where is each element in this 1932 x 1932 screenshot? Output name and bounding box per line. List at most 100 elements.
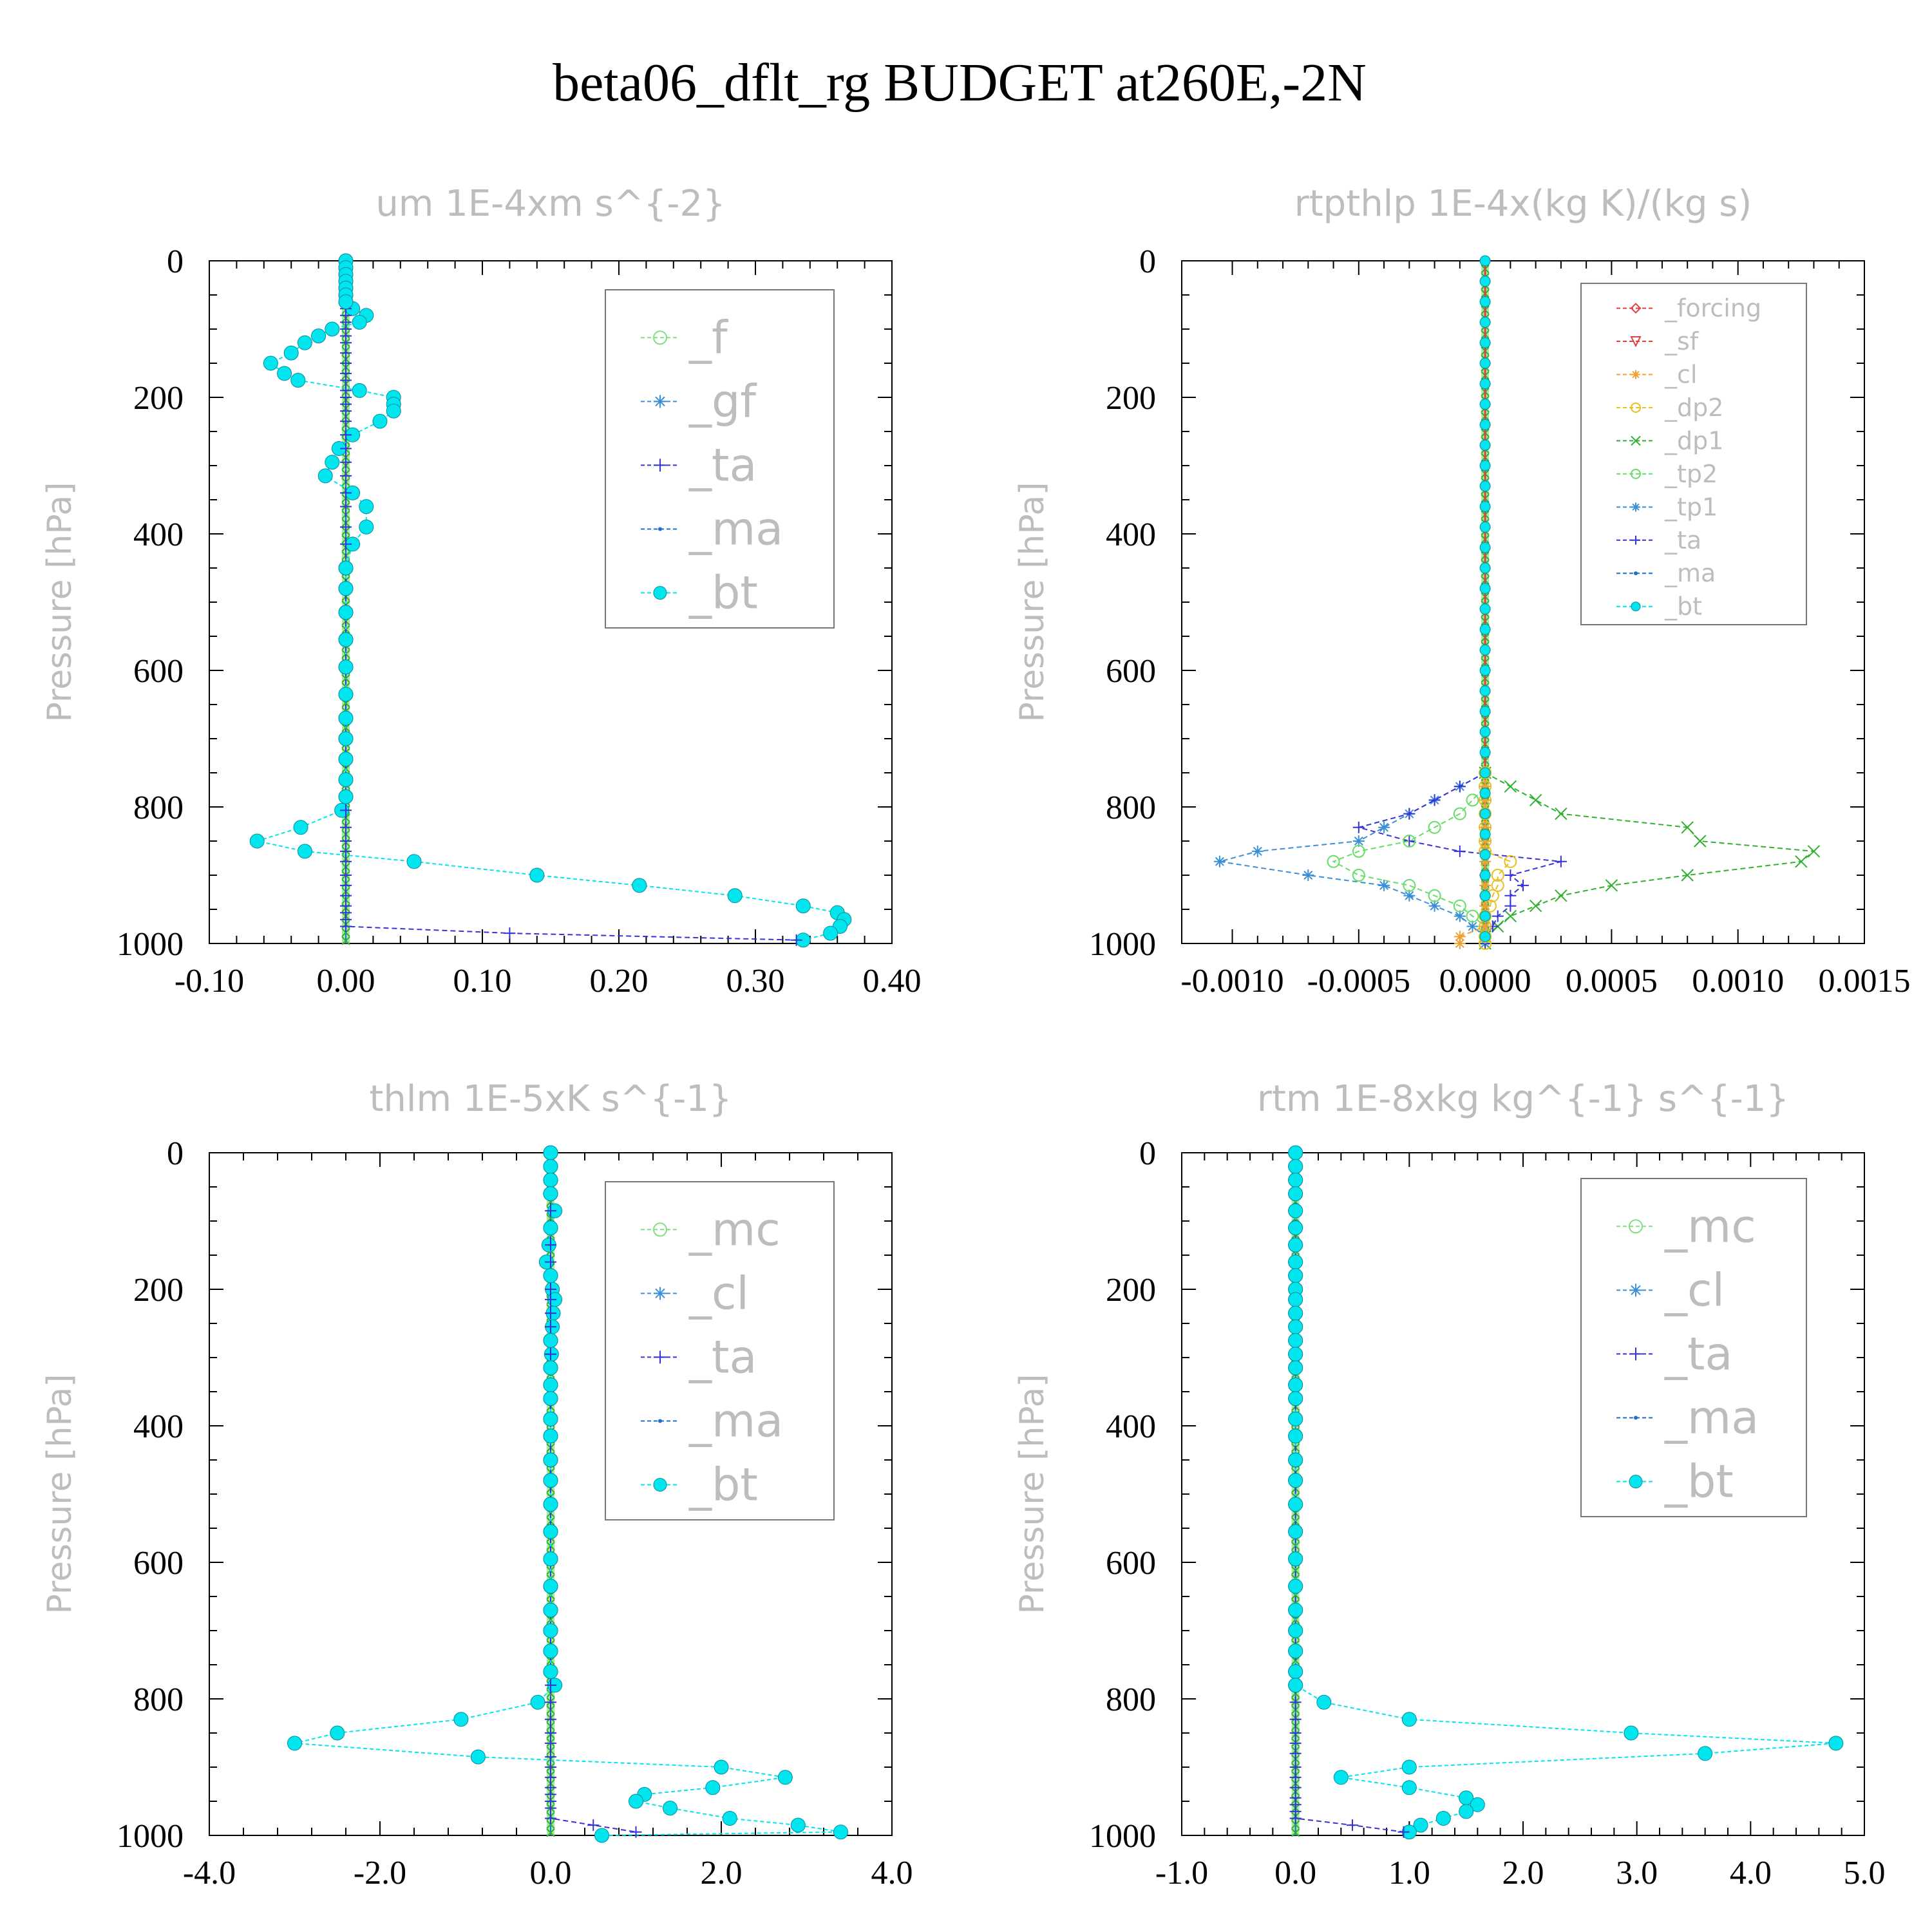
y-tick-label: 800 bbox=[133, 790, 184, 826]
x-point bbox=[1694, 835, 1707, 848]
y-axis-label: Pressure [hPa] bbox=[1013, 482, 1052, 723]
x-tick-label: 3.0 bbox=[1616, 1855, 1658, 1891]
dot-point bbox=[658, 527, 662, 531]
panel-1: um 1E-4xm s^{-2} Pressure [hPa] 0 200 400 600… bbox=[41, 183, 922, 999]
star-point bbox=[1466, 920, 1479, 933]
y-tick-label: 400 bbox=[133, 516, 184, 553]
bt-point bbox=[1288, 1452, 1303, 1468]
bt-point bbox=[1479, 767, 1491, 779]
star-point bbox=[1403, 889, 1416, 902]
x-point bbox=[1795, 855, 1808, 868]
x-point bbox=[1681, 821, 1694, 834]
circle-point bbox=[1491, 869, 1504, 882]
y-tick-label: 800 bbox=[1106, 790, 1156, 826]
ta-point bbox=[1629, 1347, 1642, 1361]
circle-point bbox=[1352, 869, 1365, 882]
bt-point bbox=[1288, 1220, 1303, 1236]
y-tick-label: 400 bbox=[1106, 516, 1156, 553]
bt-point bbox=[470, 1749, 486, 1765]
x-tick-label: 4.0 bbox=[1730, 1855, 1772, 1891]
bt-point bbox=[1316, 1694, 1332, 1710]
star-point bbox=[1251, 845, 1264, 857]
bt-point bbox=[823, 925, 838, 941]
x-point bbox=[1529, 793, 1542, 807]
bt-point bbox=[406, 854, 422, 869]
y-tick-label: 1000 bbox=[117, 1818, 184, 1855]
ta-point bbox=[340, 821, 352, 833]
ta-point bbox=[545, 1205, 556, 1217]
ta-point bbox=[1289, 1812, 1302, 1824]
bt-point bbox=[543, 1377, 558, 1392]
x-tick-label: -0.0010 bbox=[1180, 963, 1283, 999]
bt-point bbox=[1435, 1811, 1451, 1826]
legend-label: _dp2 bbox=[1664, 393, 1723, 422]
bt-point bbox=[543, 1643, 558, 1659]
bt-point bbox=[543, 1268, 558, 1283]
circle-point bbox=[1327, 855, 1340, 868]
bt-point bbox=[338, 605, 354, 620]
tri-point bbox=[1630, 336, 1642, 348]
bt-point bbox=[1333, 1770, 1349, 1785]
legend-label: _mc bbox=[688, 1203, 781, 1256]
bt-point bbox=[705, 1780, 721, 1795]
circle-point bbox=[1629, 1219, 1643, 1234]
circle-point bbox=[653, 1222, 667, 1237]
bt-point bbox=[1479, 644, 1491, 656]
bt-point bbox=[543, 1578, 558, 1594]
ta-point bbox=[545, 1293, 556, 1305]
bt-point bbox=[1401, 1780, 1417, 1795]
ta-point bbox=[340, 347, 352, 359]
series-tp2 bbox=[1327, 766, 1492, 950]
bt-point bbox=[283, 345, 299, 361]
ta-point bbox=[630, 1826, 642, 1838]
ta-point bbox=[1347, 1819, 1358, 1832]
bt-point bbox=[1288, 1305, 1303, 1321]
bt-point bbox=[1479, 419, 1491, 430]
bt-point bbox=[338, 632, 354, 647]
ta-point bbox=[1403, 808, 1416, 820]
bt-point bbox=[338, 789, 354, 804]
legend: _mc _cl _ta _ma _bt bbox=[605, 1181, 835, 1520]
circle-point bbox=[1352, 844, 1365, 858]
panel-title: thlm 1E-5xK s^{-1} bbox=[369, 1078, 732, 1120]
bt-point bbox=[338, 687, 354, 702]
x-point bbox=[341, 764, 350, 773]
y-tick-label: 400 bbox=[1106, 1408, 1156, 1445]
star-point bbox=[1302, 869, 1314, 881]
bt-point bbox=[543, 1360, 558, 1376]
bt-point bbox=[338, 752, 354, 767]
bt-point bbox=[1288, 1602, 1303, 1618]
legend-box bbox=[605, 289, 835, 629]
bt-point bbox=[795, 898, 811, 914]
x-point bbox=[546, 1615, 555, 1624]
bt-point bbox=[297, 335, 312, 350]
ta-point bbox=[340, 835, 352, 847]
bt-point bbox=[338, 731, 354, 746]
y-tick-label: 200 bbox=[1106, 380, 1156, 417]
x-tick-label: 0.10 bbox=[453, 963, 512, 999]
x-tick-label: 1.0 bbox=[1388, 1855, 1430, 1891]
y-tick-label: 200 bbox=[133, 1272, 184, 1309]
bt-point bbox=[1479, 583, 1491, 594]
bt-point bbox=[833, 1824, 848, 1840]
y-tick-label: 1000 bbox=[117, 926, 184, 963]
ta-point bbox=[545, 1348, 556, 1360]
bt-point bbox=[1479, 911, 1491, 922]
bt-point bbox=[790, 1817, 806, 1833]
y-axis-label: Pressure [hPa] bbox=[41, 482, 79, 723]
star-point bbox=[654, 1287, 667, 1300]
bt-point bbox=[543, 1473, 558, 1488]
bt-point bbox=[543, 1551, 558, 1567]
legend: _mc _cl _ta _ma _bt bbox=[1580, 1178, 1807, 1517]
ta-point bbox=[1289, 1696, 1302, 1709]
x-tick-label: -0.0005 bbox=[1307, 963, 1410, 999]
series-line bbox=[1332, 773, 1486, 943]
ta-point bbox=[340, 855, 352, 867]
star-point bbox=[1428, 900, 1441, 912]
bt-point bbox=[1479, 480, 1491, 492]
bt-point bbox=[722, 1811, 737, 1826]
bt-point bbox=[1624, 1725, 1639, 1741]
star-point bbox=[1629, 1283, 1642, 1297]
